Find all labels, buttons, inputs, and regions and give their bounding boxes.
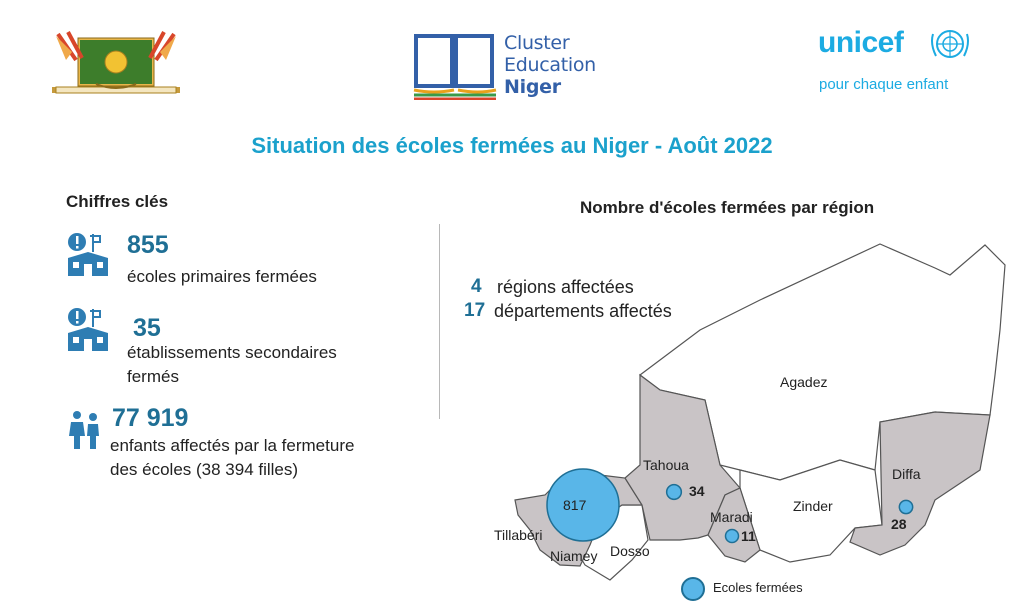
bubble-tahoua <box>665 483 683 501</box>
unicef-wordmark: unicef <box>818 26 904 59</box>
cluster-education-logo: Cluster Education Niger <box>412 30 612 102</box>
unicef-tagline: pour chaque enfant <box>819 76 949 93</box>
region-diffa <box>849 411 991 556</box>
bubble-value-tahoua: 34 <box>689 483 705 499</box>
children-affected-text-line2: des écoles (38 394 filles) <box>110 460 299 479</box>
region-label-zinder: Zinder <box>793 498 833 514</box>
open-book-icon <box>413 34 497 100</box>
page-title: Situation des écoles fermées au Niger - … <box>251 133 773 158</box>
bubble-tillabéri <box>546 468 620 542</box>
unicef-logo: unicef pour chaque enfant <box>818 26 988 98</box>
map-heading: Nombre d'écoles fermées par région <box>580 198 875 217</box>
niger-map: Agadez Tahoua Diffa Zinder Maradi Tillab… <box>494 243 1006 581</box>
children-icon <box>69 411 99 449</box>
unicef-emblem-icon <box>931 30 969 58</box>
region-label-tahoua: Tahoua <box>643 457 689 473</box>
cluster-logo-line1: Cluster <box>504 32 570 54</box>
bubble-value-maradi: 11 <box>741 528 756 544</box>
region-label-dosso: Dosso <box>610 543 650 559</box>
primary-schools-closed-text: écoles primaires fermées <box>127 267 317 286</box>
bubble-value-tillabéri: 817 <box>563 497 587 513</box>
region-maradi <box>707 487 761 563</box>
bubble-value-diffa: 28 <box>891 516 907 532</box>
region-label-diffa: Diffa <box>892 466 921 482</box>
region-tahoua <box>624 373 741 541</box>
section-divider <box>439 224 440 419</box>
children-affected-value: 77 919 <box>112 404 189 432</box>
school-alert-icon <box>68 308 108 351</box>
bubble-diffa <box>898 499 914 515</box>
secondary-schools-closed-value: 35 <box>133 314 161 342</box>
bubble-maradi <box>724 528 740 544</box>
regions-affected-text: régions affectées <box>497 277 634 297</box>
region-label-maradi: Maradi <box>710 509 753 525</box>
children-affected-text-line1: enfants affectés par la fermeture <box>110 436 355 455</box>
niger-coat-of-arms-icon <box>46 30 186 102</box>
school-closure-bubbles: 817 34 28 11 <box>546 468 914 544</box>
legend-bubble-icon <box>681 577 705 601</box>
departments-affected-text: départements affectés <box>494 301 672 321</box>
region-label-tillaberi: Tillabéri <box>494 527 543 543</box>
school-alert-icon <box>68 233 108 276</box>
cluster-logo-line2: Education <box>504 54 596 76</box>
cluster-logo-line3: Niger <box>504 76 561 98</box>
departments-affected-value: 17 <box>464 300 486 321</box>
regions-affected-value: 4 <box>471 276 482 297</box>
secondary-schools-closed-text-line1: établissements secondaires <box>127 343 337 362</box>
key-figures-heading: Chiffres clés <box>66 192 169 211</box>
legend-label: Ecoles fermées <box>713 580 803 595</box>
primary-schools-closed-value: 855 <box>127 231 169 259</box>
region-label-agadez: Agadez <box>780 374 827 390</box>
secondary-schools-closed-text-line2: fermés <box>127 367 179 386</box>
region-label-niamey: Niamey <box>550 548 597 564</box>
